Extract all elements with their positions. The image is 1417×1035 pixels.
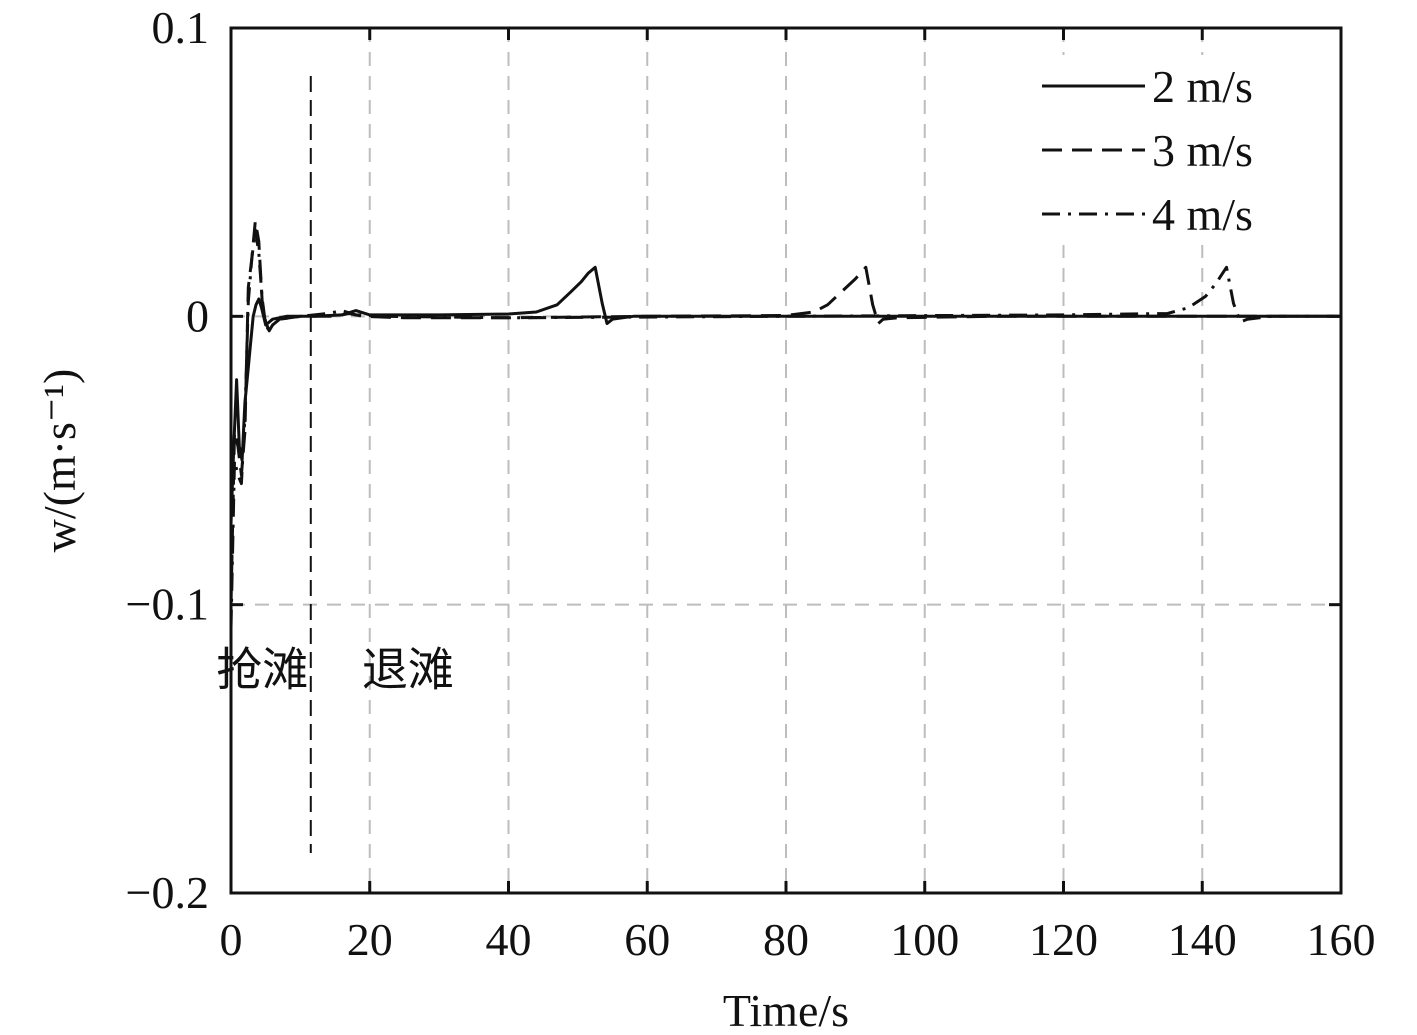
- y-tick-label: −0.2: [126, 867, 209, 918]
- x-tick-label: 100: [890, 914, 959, 965]
- x-tick-label: 20: [347, 914, 393, 965]
- phase-label-1: 抢滩: [216, 642, 308, 696]
- legend-label-2: 3 m/s: [1152, 125, 1253, 176]
- legend: 2 m/s 3 m/s 4 m/s: [1030, 55, 1320, 245]
- x-tick-label: 40: [486, 914, 532, 965]
- phase-annotations: 抢滩 退滩: [216, 642, 454, 696]
- x-tick-label: 140: [1168, 914, 1237, 965]
- phase-label-2: 退滩: [362, 642, 454, 696]
- x-tick-label: 160: [1307, 914, 1376, 965]
- legend-label-1: 2 m/s: [1152, 61, 1253, 112]
- series-lines: [229, 219, 1341, 628]
- x-axis-title: Time/s: [723, 985, 849, 1035]
- x-tick-label: 120: [1029, 914, 1098, 965]
- y-tick-label: 0.1: [152, 2, 210, 53]
- x-tick-label: 0: [220, 914, 243, 965]
- x-tick-label: 60: [624, 914, 670, 965]
- y-tick-label: −0.1: [126, 579, 209, 630]
- tick-labels: 0 20 40 60 80 100 120 140 160 −0.2 −0.1 0 0.1: [126, 2, 1376, 965]
- legend-label-3: 4 m/s: [1152, 189, 1253, 240]
- axis-ticks: [229, 26, 1343, 895]
- series-line-3: [229, 228, 1341, 628]
- y-tick-label: 0: [186, 290, 209, 341]
- x-tick-label: 80: [763, 914, 809, 965]
- y-axis-title: w/(m·s⁻¹): [34, 369, 85, 553]
